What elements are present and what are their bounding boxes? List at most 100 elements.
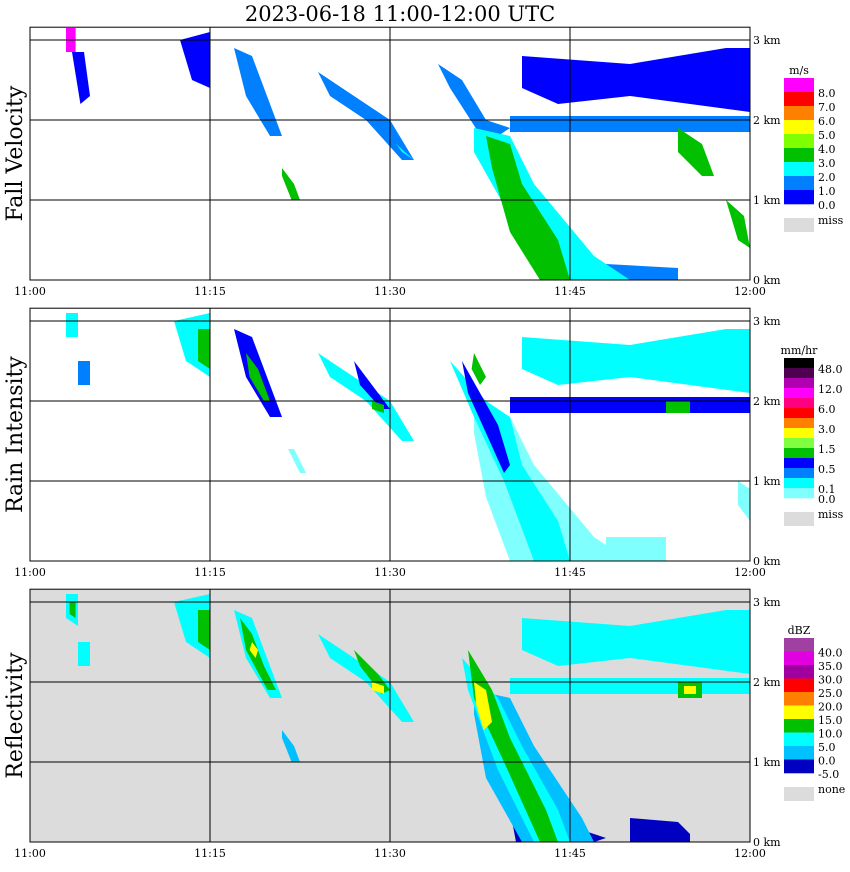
legend-label: 7.0 xyxy=(818,101,836,114)
legend-label: 4.0 xyxy=(818,143,836,156)
legend-swatch xyxy=(784,92,814,107)
precip-region xyxy=(372,682,384,694)
legend-label: 35.0 xyxy=(818,660,843,673)
legend-swatch xyxy=(784,428,814,439)
y-tick-label: 0 km xyxy=(753,555,781,568)
legend-label: 3.0 xyxy=(818,423,836,436)
panel-reflectivity: 0 km 1 km 2 km 3 km 11:00 11:15 11:30 11:45 12:0… xyxy=(3,588,845,860)
legend-swatch xyxy=(784,176,814,191)
precip-region xyxy=(354,361,390,409)
x-tick-label: 11:15 xyxy=(194,847,226,860)
precip-region xyxy=(288,449,306,473)
precip-region xyxy=(240,618,276,690)
plot-frame xyxy=(29,26,751,281)
legend-swatch xyxy=(784,488,814,499)
y-tick-label: 3 km xyxy=(753,315,781,328)
legend-swatch xyxy=(784,448,814,459)
legend-swatch xyxy=(784,651,814,666)
precip-region xyxy=(282,730,300,762)
legend-missing-swatch xyxy=(784,512,814,526)
legend-swatch xyxy=(784,162,814,177)
legend-label: 0.0 xyxy=(818,199,836,212)
x-tick-label: 12:00 xyxy=(734,285,766,298)
legend-unit: m/s xyxy=(789,64,809,77)
legend-label: 0.0 xyxy=(818,493,836,506)
x-tick-label: 11:30 xyxy=(374,847,406,860)
legend-swatch xyxy=(784,120,814,135)
precip-region xyxy=(510,116,750,132)
y-tick-label: 1 km xyxy=(753,194,781,207)
y-tick-label: 0 km xyxy=(753,274,781,287)
legend-label: 30.0 xyxy=(818,674,843,687)
precip-region xyxy=(246,353,270,401)
legend-swatch xyxy=(784,759,814,774)
legend-unit: dBZ xyxy=(788,624,811,637)
precip-region xyxy=(198,329,210,369)
legend-swatch xyxy=(784,678,814,693)
legend-unit: mm/hr xyxy=(781,344,819,357)
precip-region xyxy=(78,642,90,666)
legend-missing-label: miss xyxy=(818,214,844,227)
precip-region xyxy=(522,610,750,674)
precip-region xyxy=(522,329,750,393)
precip-region xyxy=(72,52,90,104)
precip-region xyxy=(486,136,570,280)
x-tick-label: 11:45 xyxy=(554,285,586,298)
precip-region xyxy=(630,818,690,842)
x-tick-label: 11:30 xyxy=(374,285,406,298)
legend-swatch xyxy=(784,148,814,163)
precip-region xyxy=(198,610,210,650)
legend-swatch xyxy=(784,468,814,479)
plot-frame xyxy=(29,588,751,843)
precip-region xyxy=(438,64,510,144)
legend-swatch xyxy=(784,398,814,409)
x-tick-label: 11:15 xyxy=(194,566,226,579)
legend-swatch xyxy=(784,665,814,679)
y-tick-label: 1 km xyxy=(753,475,781,488)
legend-label: 3.0 xyxy=(818,157,836,170)
legend-swatch xyxy=(784,638,814,652)
legend-swatch xyxy=(784,378,814,389)
precip-region xyxy=(180,32,210,88)
y-tick-label: 2 km xyxy=(753,114,781,127)
legend-label: 1.5 xyxy=(818,443,836,456)
legend-swatch xyxy=(784,78,814,93)
x-tick-label: 11:45 xyxy=(554,847,586,860)
precip-region xyxy=(510,678,750,694)
x-tick-label: 11:00 xyxy=(14,566,46,579)
legend-swatch xyxy=(784,692,814,706)
legend-label: 15.0 xyxy=(818,714,843,727)
y-axis-label: Fall Velocity xyxy=(3,85,28,221)
precip-region xyxy=(522,48,750,112)
legend-label: 5.0 xyxy=(818,129,836,142)
legend-swatch xyxy=(784,358,814,369)
y-axis-label: Rain Intensity xyxy=(3,356,28,513)
x-tick-label: 11:45 xyxy=(554,566,586,579)
precip-region xyxy=(78,361,90,385)
legend-label: 1.0 xyxy=(818,185,836,198)
x-tick-label: 11:00 xyxy=(14,285,46,298)
legend-label: 0.1 xyxy=(818,483,836,496)
plot-frame xyxy=(29,307,751,562)
legend-label: 6.0 xyxy=(818,403,836,416)
precip-region xyxy=(474,682,492,730)
legend-label: 0.0 xyxy=(818,755,836,768)
panel-rain-intensity: 0 km 1 km 2 km 3 km 11:00 11:15 11:30 11:45 12:0… xyxy=(3,307,844,579)
y-axis-label: Reflectivity xyxy=(3,652,28,779)
legend-swatch xyxy=(784,408,814,419)
y-tick-label: 3 km xyxy=(753,596,781,609)
legend-label: 20.0 xyxy=(818,701,843,714)
legend-label: 2.0 xyxy=(818,171,836,184)
precip-region xyxy=(69,602,76,618)
legend-label: 8.0 xyxy=(818,87,836,100)
legend-swatch xyxy=(784,368,814,379)
legend-missing-swatch xyxy=(784,218,814,232)
precip-region xyxy=(66,313,78,337)
legend-label: 0.5 xyxy=(818,463,836,476)
legend-swatch xyxy=(784,418,814,429)
x-tick-label: 11:30 xyxy=(374,566,406,579)
x-tick-label: 12:00 xyxy=(734,847,766,860)
precip-region xyxy=(666,401,690,413)
legend-missing-label: none xyxy=(818,783,845,796)
